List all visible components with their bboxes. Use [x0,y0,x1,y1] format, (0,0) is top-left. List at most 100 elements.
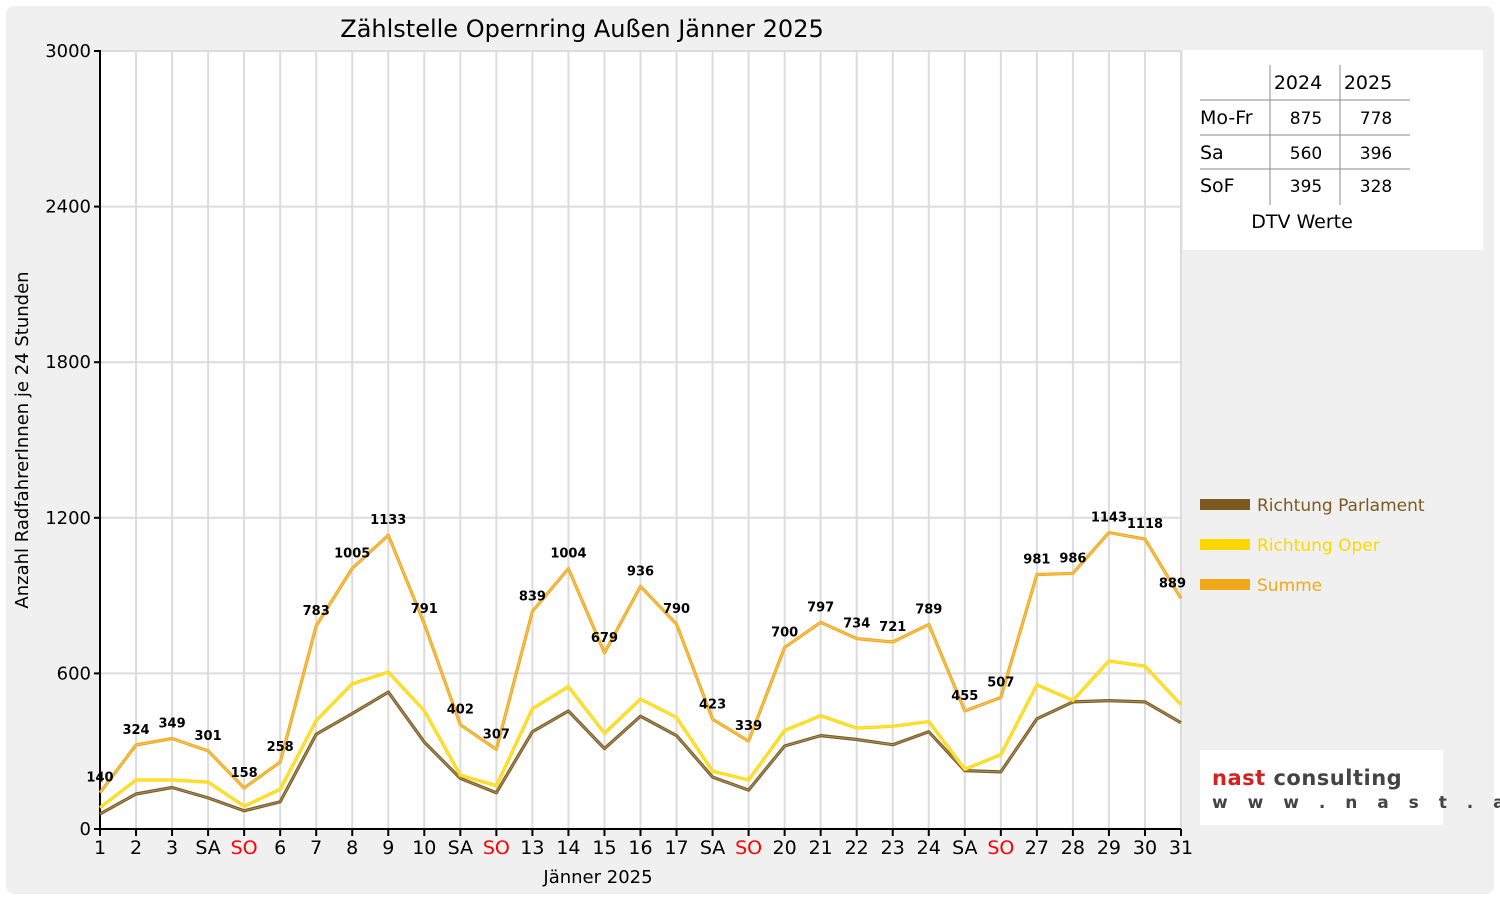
data-label: 783 [303,604,330,619]
data-label: 1004 [550,547,586,562]
x-ticks: 1 2 3 SA SO 6 7 8 9 10 SA SO 13 14 15 16 17 SA SO 20 21 22 23 2… [94,829,1193,859]
y-tick-label: 1200 [45,508,91,529]
dtv-table-bg [1183,50,1483,250]
x-tick-label: 22 [845,837,869,859]
data-label: 1143 [1091,511,1127,526]
x-tick-label: 9 [382,837,394,859]
x-tick-label: 21 [809,837,833,859]
data-label: 721 [879,620,906,635]
legend-label: Summe [1257,576,1322,596]
series-line-summe [98,530,1183,794]
data-label: 402 [447,703,474,718]
x-tick-label: 6 [274,837,286,859]
x-tick-label: 23 [881,837,905,859]
x-tick-label: SA [448,837,473,859]
x-tick-label: SA [952,837,977,859]
y-tick-label: 2400 [45,197,91,218]
logo-accent: nast [1212,766,1266,790]
x-tick-label: 8 [346,837,358,859]
dtv-header-2024: 2024 [1274,72,1322,94]
x-tick-label: 7 [310,837,322,859]
data-label: 455 [951,689,978,704]
logo-bg [1200,750,1443,825]
logo-name: nast consulting [1212,766,1402,790]
dtv-cell: 396 [1360,144,1392,164]
x-tick-label: SA [195,837,220,859]
x-tick-label: 13 [520,837,544,859]
x-tick-label: 1 [94,837,106,859]
data-label: 301 [195,729,222,744]
data-label: 981 [1023,553,1050,568]
x-tick-label: 16 [628,837,652,859]
x-tick-label: 3 [166,837,178,859]
data-label: 258 [267,740,294,755]
y-axis-title: Anzahl RadfahrerInnen je 24 Stunden [12,271,33,608]
x-tick-label: 2 [130,837,142,859]
x-tick-label: SA [700,837,725,859]
dtv-cell: 875 [1290,109,1322,129]
x-tick-label: 28 [1061,837,1085,859]
legend-swatch [1200,539,1250,550]
x-tick-label: 15 [592,837,616,859]
x-tick-label: SO [987,837,1014,859]
x-tick-label: 31 [1169,837,1193,859]
data-label: 1005 [334,546,370,561]
y-ticks: 0 600 1200 1800 2400 3000 [45,41,100,840]
legend-label: Richtung Parlament [1257,496,1425,516]
x-tick-label: 10 [412,837,436,859]
dtv-header-2025: 2025 [1344,72,1392,94]
y-tick-label: 0 [80,819,91,840]
series-line-highlight [99,691,1182,815]
data-label: 986 [1059,551,1086,566]
data-label: 734 [843,617,870,632]
series-line-highlight [99,660,1182,809]
data-label: 679 [591,631,618,646]
x-tick-label: 17 [664,837,688,859]
series-line-richtung-oper [99,659,1183,809]
legend: Richtung Parlament Richtung Oper Summe [1200,496,1425,596]
dtv-caption: DTV Werte [1251,211,1353,233]
x-tick-label: SO [231,837,258,859]
x-axis-title: Jänner 2025 [542,867,652,888]
x-tick-label: 27 [1025,837,1049,859]
data-label: 700 [771,625,798,640]
data-label: 936 [627,564,654,579]
data-label: 339 [735,719,762,734]
data-label: 140 [86,771,113,786]
x-tick-label: 30 [1133,837,1157,859]
dtv-cell: 395 [1290,177,1322,197]
x-tick-label: 14 [556,837,580,859]
dtv-row-label: SoF [1200,175,1235,197]
grid [100,50,1182,829]
data-label: 507 [987,676,1014,691]
data-label: 1133 [370,513,406,528]
dtv-table: 2024 2025 Mo-Fr 875 778 Sa 560 396 SoF 3… [1183,50,1483,250]
data-label: 791 [411,602,438,617]
dtv-cell: 778 [1360,109,1392,129]
data-label: 797 [807,600,834,615]
y-tick-label: 600 [57,663,91,684]
data-label: 789 [915,602,942,617]
series-line-richtung-parlament [99,690,1182,816]
legend-swatch [1200,499,1250,510]
y-tick-label: 1800 [45,352,91,373]
legend-label: Richtung Oper [1257,536,1380,556]
data-labels: 140 324 349 301 158 258 783 1005 1133 791 402 307 83… [86,511,1186,786]
dtv-row-label: Mo-Fr [1200,107,1253,129]
x-tick-label: 20 [773,837,797,859]
series-line-highlight [99,532,1182,794]
data-label: 307 [483,727,510,742]
x-tick-label: 24 [917,837,941,859]
logo-rest: consulting [1266,766,1403,790]
logo-url: w w w . n a s t . a t [1212,793,1500,813]
x-tick-label: SO [483,837,510,859]
series-lines [98,530,1183,816]
legend-swatch [1200,579,1250,590]
dtv-cell: 560 [1290,144,1322,164]
data-label: 423 [699,697,726,712]
logo: nast consulting w w w . n a s t . a t [1200,750,1500,825]
data-label: 839 [519,589,546,604]
data-label: 349 [158,716,185,731]
x-tick-label: 29 [1097,837,1121,859]
